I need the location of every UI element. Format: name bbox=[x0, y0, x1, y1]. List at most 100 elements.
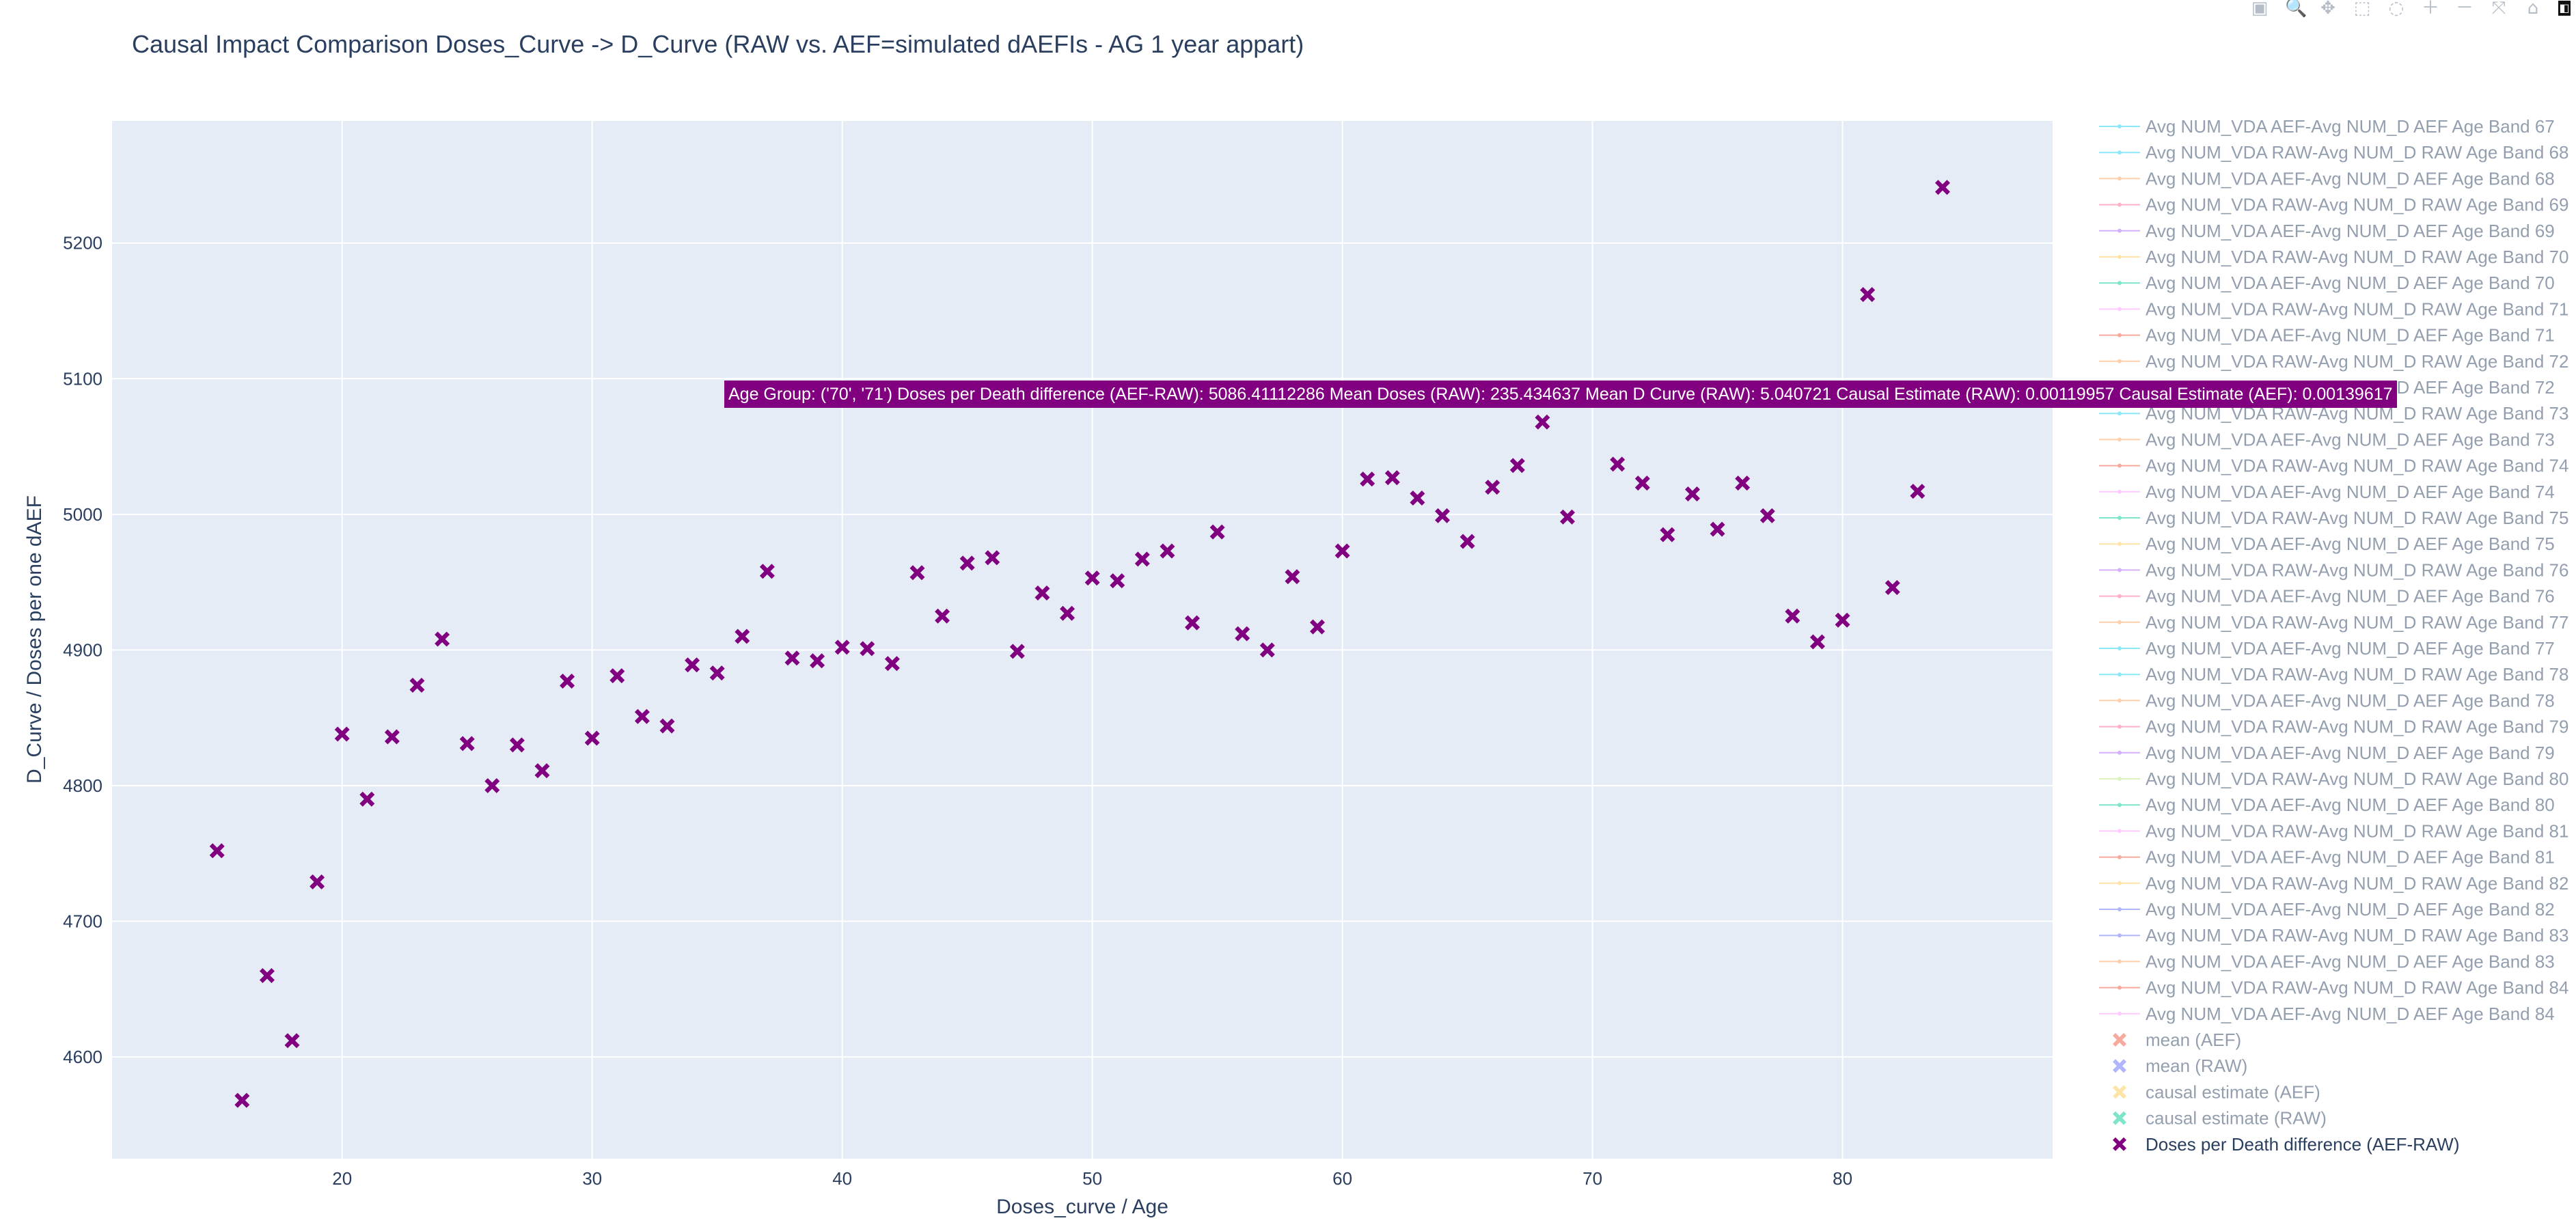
data-point[interactable] bbox=[334, 726, 350, 742]
data-point[interactable] bbox=[1485, 480, 1501, 495]
data-point[interactable] bbox=[1835, 612, 1850, 628]
data-point[interactable] bbox=[1235, 626, 1250, 642]
data-point[interactable] bbox=[1910, 484, 1926, 499]
data-point[interactable] bbox=[1084, 570, 1100, 586]
legend-item[interactable]: Avg NUM_VDA RAW-Avg NUM_D RAW Age Band 6… bbox=[2099, 195, 2568, 215]
plot-area[interactable] bbox=[112, 121, 2053, 1159]
data-point[interactable] bbox=[484, 777, 500, 793]
legend-item[interactable]: Avg NUM_VDA AEF-Avg NUM_D AEF Age Band 7… bbox=[2099, 638, 2555, 659]
data-point[interactable] bbox=[1610, 456, 1626, 472]
data-point[interactable] bbox=[759, 564, 775, 579]
camera-icon[interactable]: ▣ bbox=[2251, 0, 2269, 18]
legend-item[interactable]: Avg NUM_VDA RAW-Avg NUM_D RAW Age Band 7… bbox=[2099, 456, 2568, 476]
legend-item[interactable]: Avg NUM_VDA AEF-Avg NUM_D AEF Age Band 8… bbox=[2099, 1004, 2555, 1024]
data-point[interactable] bbox=[1460, 534, 1475, 549]
data-point[interactable] bbox=[1560, 509, 1575, 525]
legend-item[interactable]: Avg NUM_VDA RAW-Avg NUM_D RAW Age Band 7… bbox=[2099, 508, 2568, 528]
zoom-out-icon[interactable]: － bbox=[2456, 0, 2474, 18]
legend-item[interactable]: Avg NUM_VDA RAW-Avg NUM_D RAW Age Band 7… bbox=[2099, 612, 2568, 633]
data-point[interactable] bbox=[534, 763, 550, 779]
legend-item[interactable]: Avg NUM_VDA RAW-Avg NUM_D RAW Age Band 8… bbox=[2099, 821, 2568, 841]
legend-item[interactable]: Avg NUM_VDA AEF-Avg NUM_D AEF Age Band 7… bbox=[2099, 743, 2555, 763]
legend-item[interactable]: Avg NUM_VDA RAW-Avg NUM_D RAW Age Band 7… bbox=[2099, 247, 2568, 267]
legend-item[interactable]: Avg NUM_VDA AEF-Avg NUM_D AEF Age Band 7… bbox=[2099, 534, 2555, 554]
data-point[interactable] bbox=[784, 650, 800, 666]
data-point[interactable] bbox=[1809, 634, 1825, 650]
legend-item[interactable]: Avg NUM_VDA RAW-Avg NUM_D RAW Age Band 7… bbox=[2099, 664, 2568, 685]
legend-item[interactable]: Avg NUM_VDA RAW-Avg NUM_D RAW Age Band 8… bbox=[2099, 873, 2568, 894]
data-point[interactable] bbox=[560, 674, 575, 689]
data-point[interactable] bbox=[459, 736, 475, 752]
data-point[interactable] bbox=[1259, 642, 1275, 658]
legend-item[interactable]: Doses per Death difference (AEF-RAW) bbox=[2113, 1134, 2460, 1155]
lasso-select-icon[interactable]: ◌ bbox=[2388, 0, 2404, 18]
data-point[interactable] bbox=[1334, 543, 1350, 559]
data-point[interactable] bbox=[709, 665, 725, 681]
legend-item[interactable]: Avg NUM_VDA AEF-Avg NUM_D AEF Age Band 7… bbox=[2099, 429, 2555, 450]
legend-item[interactable]: Avg NUM_VDA RAW-Avg NUM_D RAW Age Band 7… bbox=[2099, 717, 2568, 737]
data-point[interactable] bbox=[1285, 569, 1300, 585]
pan-icon[interactable]: ✥ bbox=[2320, 0, 2335, 18]
data-point[interactable] bbox=[509, 737, 525, 753]
data-point[interactable] bbox=[359, 791, 375, 807]
data-point[interactable] bbox=[1759, 508, 1775, 523]
data-point[interactable] bbox=[1634, 475, 1650, 491]
legend-item[interactable]: Avg NUM_VDA AEF-Avg NUM_D AEF Age Band 7… bbox=[2099, 325, 2555, 346]
data-point[interactable] bbox=[584, 730, 600, 746]
data-point[interactable] bbox=[1160, 543, 1175, 559]
data-point[interactable] bbox=[1934, 180, 1950, 195]
data-point[interactable] bbox=[884, 656, 900, 672]
data-point[interactable] bbox=[609, 668, 625, 684]
legend-item[interactable]: mean (AEF) bbox=[2113, 1030, 2241, 1050]
data-point[interactable] bbox=[284, 1033, 300, 1049]
data-point[interactable] bbox=[209, 843, 225, 859]
data-point[interactable] bbox=[1209, 524, 1225, 540]
data-point[interactable] bbox=[834, 639, 850, 655]
legend-item[interactable]: causal estimate (RAW) bbox=[2113, 1108, 2327, 1129]
data-point[interactable] bbox=[1060, 605, 1075, 621]
data-point[interactable] bbox=[1785, 608, 1800, 624]
legend-item[interactable]: Avg NUM_VDA AEF-Avg NUM_D AEF Age Band 8… bbox=[2099, 847, 2555, 868]
data-point[interactable] bbox=[985, 550, 1000, 566]
data-point[interactable] bbox=[435, 631, 450, 647]
autoscale-icon[interactable]: ⤧ bbox=[2491, 0, 2506, 18]
data-point[interactable] bbox=[1185, 615, 1201, 631]
legend-item[interactable]: Avg NUM_VDA RAW-Avg NUM_D RAW Age Band 8… bbox=[2099, 925, 2568, 946]
legend-item[interactable]: Avg NUM_VDA AEF-Avg NUM_D AEF Age Band 6… bbox=[2099, 168, 2555, 189]
legend-item[interactable]: Avg NUM_VDA AEF-Avg NUM_D AEF Age Band 6… bbox=[2099, 116, 2555, 137]
data-point[interactable] bbox=[959, 555, 975, 571]
data-point[interactable] bbox=[1435, 508, 1451, 523]
legend-item[interactable]: Avg NUM_VDA AEF-Avg NUM_D AEF Age Band 7… bbox=[2099, 690, 2555, 711]
box-select-icon[interactable]: ⬚ bbox=[2353, 0, 2371, 18]
legend-item[interactable]: Avg NUM_VDA AEF-Avg NUM_D AEF Age Band 8… bbox=[2099, 795, 2555, 815]
data-point[interactable] bbox=[810, 653, 825, 669]
data-point[interactable] bbox=[1860, 287, 1876, 303]
legend-item[interactable]: Avg NUM_VDA RAW-Avg NUM_D RAW Age Band 7… bbox=[2099, 560, 2568, 580]
data-point[interactable] bbox=[1660, 527, 1675, 542]
legend-item[interactable]: Avg NUM_VDA AEF-Avg NUM_D AEF Age Band 7… bbox=[2099, 586, 2555, 607]
data-point[interactable] bbox=[1009, 644, 1025, 659]
data-point[interactable] bbox=[1310, 619, 1326, 635]
data-point[interactable] bbox=[1735, 475, 1751, 491]
data-point[interactable] bbox=[685, 657, 700, 673]
data-point[interactable] bbox=[1360, 471, 1375, 487]
legend-item[interactable]: Avg NUM_VDA AEF-Avg NUM_D AEF Age Band 8… bbox=[2099, 951, 2555, 971]
data-point[interactable] bbox=[1885, 580, 1900, 596]
legend-item[interactable]: Avg NUM_VDA RAW-Avg NUM_D RAW Age Band 6… bbox=[2099, 142, 2568, 163]
data-point[interactable] bbox=[409, 678, 425, 693]
data-point[interactable] bbox=[1384, 470, 1400, 486]
data-point[interactable] bbox=[1034, 585, 1050, 601]
zoom-in-icon[interactable]: ＋ bbox=[2422, 0, 2440, 18]
reset-axes-icon[interactable]: ⌂ bbox=[2527, 0, 2539, 18]
data-point[interactable] bbox=[860, 641, 875, 657]
legend-item[interactable]: Avg NUM_VDA AEF-Avg NUM_D AEF Age Band 8… bbox=[2099, 899, 2555, 920]
data-point[interactable] bbox=[935, 608, 950, 624]
data-point[interactable] bbox=[1410, 491, 1425, 506]
legend-item[interactable]: Avg NUM_VDA RAW-Avg NUM_D RAW Age Band 7… bbox=[2099, 351, 2568, 372]
data-point[interactable] bbox=[659, 718, 675, 734]
data-point[interactable] bbox=[234, 1092, 250, 1108]
legend-item[interactable]: Avg NUM_VDA RAW-Avg NUM_D RAW Age Band 7… bbox=[2099, 299, 2568, 319]
data-point[interactable] bbox=[259, 967, 275, 983]
legend-item[interactable]: mean (RAW) bbox=[2113, 1056, 2247, 1076]
legend-item[interactable]: Avg NUM_VDA RAW-Avg NUM_D RAW Age Band 8… bbox=[2099, 978, 2568, 998]
